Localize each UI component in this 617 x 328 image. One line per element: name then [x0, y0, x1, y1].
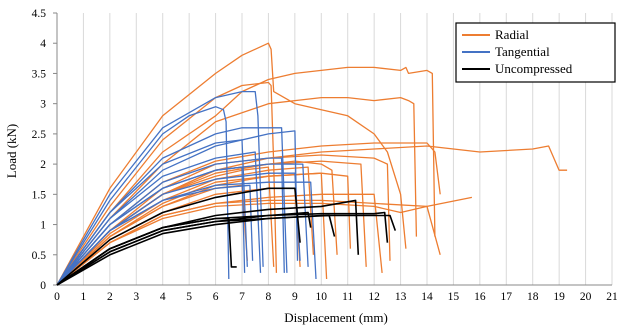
x-tick-label: 5	[186, 291, 192, 303]
x-tick-label: 7	[239, 291, 245, 303]
axes	[53, 12, 612, 286]
x-tick-labels: 0 1 2 3 4 5 6 7 8 9 10 11 12 13 14 15 16 17 18 19 20 21	[54, 291, 617, 303]
legend-label-uncompressed: Uncompressed	[495, 61, 573, 76]
series-line-radial-2	[56, 66, 436, 286]
x-tick-label: 8	[266, 291, 272, 303]
x-tick-label: 12	[368, 291, 380, 303]
series-line-radial-12	[56, 202, 441, 286]
x-tick-label: 4	[160, 291, 166, 303]
x-tick-label: 18	[527, 291, 539, 303]
x-tick-label: 10	[316, 291, 328, 303]
series-line-tangential-10	[56, 172, 301, 286]
series-line-radial-14	[56, 187, 301, 286]
series-line-uncompressed-1	[56, 187, 301, 286]
y-tick-label: 2	[40, 159, 46, 171]
y-tick-label: 0	[40, 280, 46, 292]
y-tick-labels: 0 0.5 1 1.5 2 2.5 3 3.5 4 4.5	[32, 8, 47, 292]
x-tick-label: 0	[54, 291, 60, 303]
series-line-tangential-3	[56, 127, 288, 286]
y-tick-label: 3.5	[32, 68, 47, 80]
x-tick-label: 15	[448, 291, 460, 303]
y-tick-label: 0.5	[32, 250, 47, 262]
series-line-uncompressed-6	[56, 217, 237, 286]
x-tick-label: 11	[342, 291, 353, 303]
y-tick-label: 4	[40, 38, 46, 50]
x-tick-label: 9	[292, 291, 298, 303]
series-line-uncompressed-7	[56, 214, 336, 286]
x-tick-label: 13	[395, 291, 407, 303]
x-tick-label: 6	[213, 291, 219, 303]
x-tick-label: 2	[107, 291, 113, 303]
x-tick-label: 1	[81, 291, 87, 303]
y-tick-label: 1	[40, 220, 46, 232]
legend: Radial Tangential Uncompressed	[455, 22, 616, 83]
x-tick-label: 16	[474, 291, 486, 303]
legend-label-radial: Radial	[495, 27, 529, 42]
series-line-radial-4	[56, 81, 278, 286]
y-tick-label: 4.5	[32, 8, 47, 20]
x-tick-label: 20	[580, 291, 592, 303]
y-axis-title: Load (kN)	[4, 124, 19, 179]
y-tick-label: 1.5	[32, 189, 47, 201]
x-tick-label: 3	[133, 291, 139, 303]
legend-label-tangential: Tangential	[495, 44, 550, 59]
series-line-tangential-9	[56, 166, 246, 286]
y-tick-label: 2.5	[32, 129, 47, 141]
x-tick-label: 21	[606, 291, 617, 303]
series-line-tangential-2	[56, 106, 230, 286]
y-tick-label: 3	[40, 99, 46, 111]
series-line-radial-13	[56, 193, 383, 286]
x-tick-label: 17	[501, 291, 513, 303]
x-tick-label: 19	[553, 291, 565, 303]
x-axis-title: Displacement (mm)	[284, 310, 388, 325]
series-line-tangential-12	[56, 184, 254, 286]
series-line-radial-1	[56, 42, 407, 286]
series-line-tangential-1	[56, 90, 264, 286]
series-line-tangential-6	[56, 151, 262, 286]
series	[56, 42, 568, 286]
x-tick-label: 14	[421, 291, 433, 303]
